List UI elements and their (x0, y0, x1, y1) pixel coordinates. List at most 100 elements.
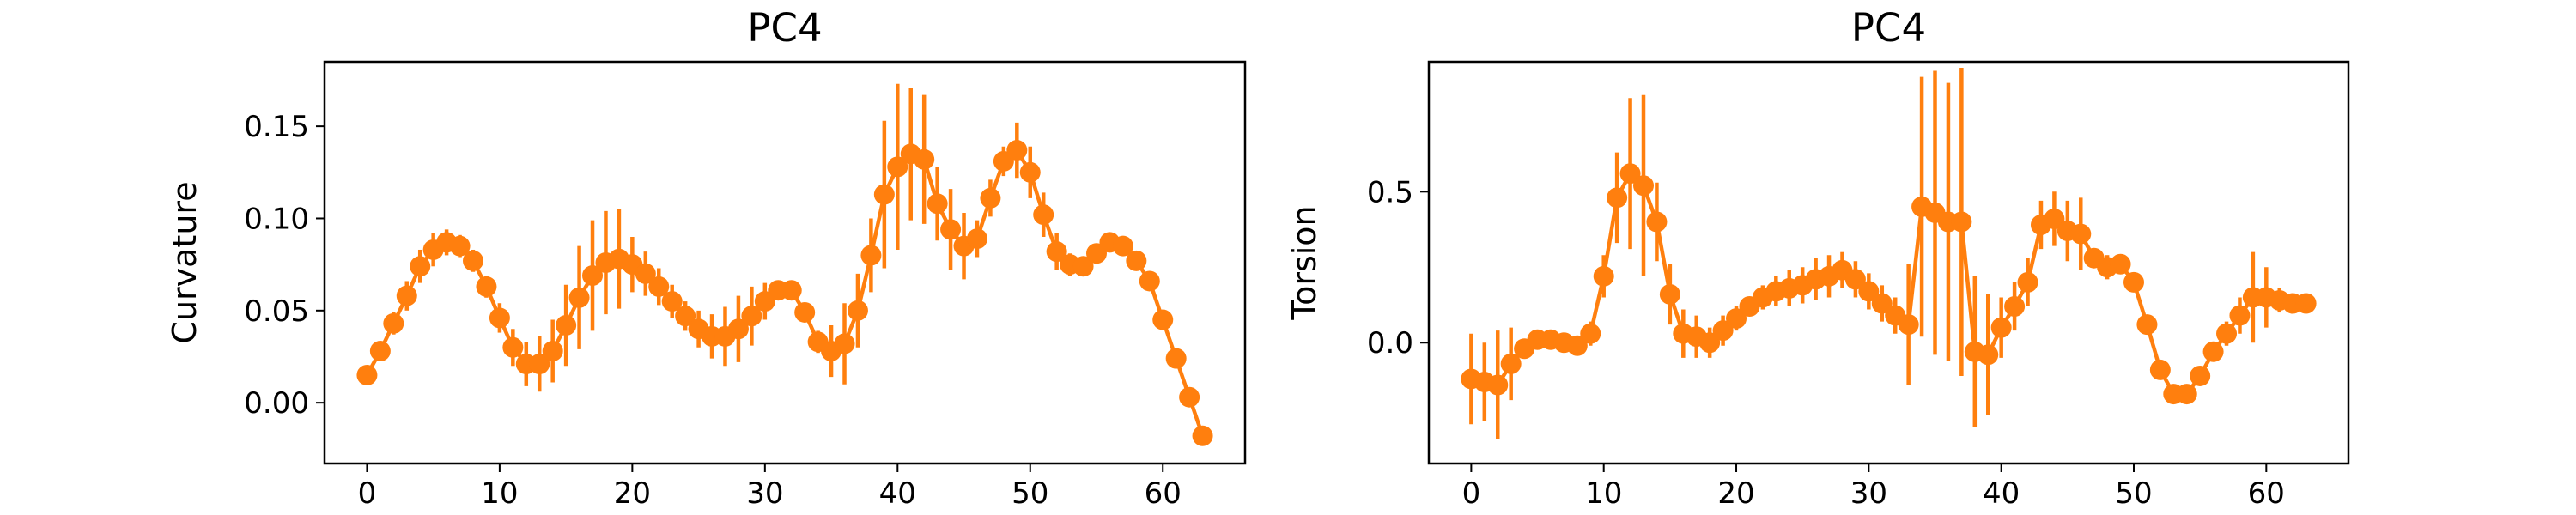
data-point (2229, 305, 2251, 326)
data-point (502, 336, 524, 358)
data-point (860, 245, 882, 266)
data-point (2136, 314, 2158, 336)
data-point (1006, 140, 1028, 161)
y-tick-label: 0.00 (244, 386, 309, 421)
data-point (2295, 293, 2317, 314)
data-point (2017, 271, 2038, 293)
data-point (873, 184, 895, 205)
data-point (781, 280, 802, 301)
data-point (727, 318, 749, 340)
data-point (1607, 187, 1628, 209)
data-point (940, 219, 962, 240)
x-tick-label: 0 (358, 476, 377, 511)
data-point (582, 265, 604, 287)
data-point (356, 364, 378, 385)
x-tick-label: 40 (1983, 476, 2020, 511)
data-point (383, 312, 404, 334)
data-point (476, 276, 497, 297)
data-point (1126, 250, 1147, 271)
data-point (396, 285, 417, 306)
y-tick-label: 0.05 (244, 294, 309, 329)
data-point (834, 333, 855, 354)
data-point (1898, 314, 1919, 336)
y-tick-label: 0.10 (244, 202, 309, 236)
data-point (1072, 256, 1094, 277)
data-point (2123, 271, 2144, 293)
chart-title: PC4 (1851, 5, 1926, 51)
data-point (980, 187, 1001, 209)
data-point (1633, 175, 1655, 197)
data-point (1033, 204, 1054, 226)
data-point (1646, 211, 1668, 233)
series-line (1470, 171, 2306, 397)
x-tick-label: 60 (1145, 476, 1182, 511)
data-point (2070, 223, 2092, 245)
data-point (1593, 265, 1614, 287)
data-point (1844, 269, 1866, 290)
data-point (1179, 386, 1200, 408)
x-tick-label: 0 (1462, 476, 1481, 511)
data-point (2004, 296, 2026, 318)
data-point (1726, 308, 1747, 330)
data-point (1951, 211, 1972, 233)
data-point (1192, 425, 1213, 446)
data-point (2190, 365, 2211, 386)
x-tick-label: 60 (2248, 476, 2285, 511)
data-point (1712, 320, 1734, 342)
data-point (1487, 374, 1509, 396)
data-point (568, 287, 590, 308)
y-axis-label: Curvature (166, 181, 204, 343)
data-point (1566, 335, 1588, 356)
x-tick-label: 20 (1717, 476, 1754, 511)
data-point (2202, 341, 2224, 362)
data-point (2216, 323, 2238, 344)
data-point (369, 341, 391, 362)
data-point (927, 193, 948, 215)
chart-torsion: PC4 Torsion 0 10 20 30 40 50 60 0.0 0.5 (1285, 5, 2350, 511)
y-axis-label: Torsion (1285, 205, 1323, 320)
x-tick-label: 30 (1850, 476, 1887, 511)
data-point (635, 263, 656, 284)
data-point (542, 341, 563, 362)
data-point (966, 228, 987, 250)
data-point (1500, 353, 1522, 374)
x-tick-label: 50 (2115, 476, 2152, 511)
data-point (847, 300, 868, 321)
data-point (887, 156, 908, 178)
data-point (914, 148, 935, 170)
data-point (794, 301, 816, 323)
data-point (410, 256, 431, 277)
y-tick-label: 0.15 (244, 110, 309, 144)
data-point (741, 306, 762, 327)
y-tick-label: 0.5 (1367, 175, 1413, 209)
x-tick-label: 10 (481, 476, 518, 511)
data-point (1978, 344, 1999, 366)
data-point (1580, 323, 1601, 344)
data-point (675, 306, 696, 327)
x-tick-label: 40 (879, 476, 916, 511)
data-point (1871, 293, 1893, 314)
data-point (648, 276, 670, 297)
data-point (449, 235, 471, 257)
data-point (1990, 317, 2012, 338)
x-tick-label: 20 (614, 476, 651, 511)
series-0 (356, 83, 1213, 446)
data-point (1139, 270, 1160, 292)
data-point (1619, 163, 1641, 185)
data-point (661, 291, 683, 312)
data-point (1046, 241, 1067, 263)
data-point (1858, 281, 1880, 302)
plot-frame (1427, 60, 2350, 465)
y-tick-label: 0.0 (1367, 326, 1413, 360)
data-point (489, 307, 510, 329)
series-0 (1461, 68, 2317, 439)
data-point (463, 250, 484, 271)
data-point (1152, 309, 1174, 330)
data-point (1165, 348, 1187, 369)
data-point (2044, 208, 2065, 229)
x-tick-label: 30 (746, 476, 783, 511)
chart-curvature: PC4 Curvature 0 10 20 30 40 50 60 0.00 0.05 0.10 0.1… (166, 5, 1247, 511)
data-point (1699, 332, 1721, 354)
data-point (1019, 161, 1041, 183)
